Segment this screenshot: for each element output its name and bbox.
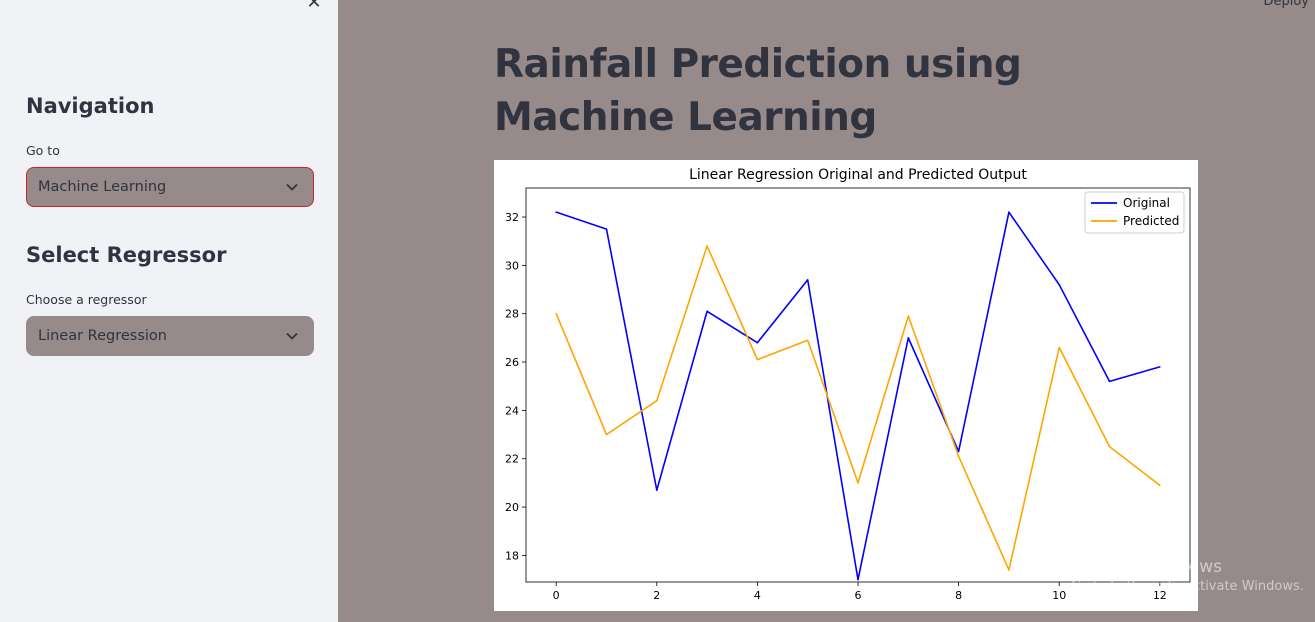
watermark-line1: Activate Windows <box>1071 557 1222 577</box>
watermark-line2: Go to Settings to activate Windows. <box>1071 579 1304 594</box>
chart-title: Linear Regression Original and Predicted… <box>689 167 1027 183</box>
data-point-original <box>957 450 960 453</box>
data-point-original <box>1108 380 1111 383</box>
sidebar: ✕ Navigation Go to Machine Learning Sele… <box>0 0 338 622</box>
data-point-predicted <box>857 482 859 484</box>
x-tick-label: 10 <box>1052 589 1066 602</box>
data-point-predicted <box>756 358 759 361</box>
navigation-heading: Navigation <box>26 94 155 118</box>
data-point-predicted <box>1159 484 1161 487</box>
data-point-original <box>1058 283 1061 286</box>
page-title: Rainfall Prediction using Machine Learni… <box>494 42 1022 140</box>
data-point-original <box>806 279 809 281</box>
goto-label: Go to <box>26 143 60 158</box>
data-point-predicted <box>957 455 960 458</box>
data-point-original <box>1008 211 1010 213</box>
main-content: Deploy Rainfall Prediction using Machine… <box>338 0 1315 622</box>
regressor-select-value: Linear Regression <box>38 328 167 344</box>
data-point-predicted <box>1108 445 1111 448</box>
goto-select-value: Machine Learning <box>38 179 167 195</box>
data-point-predicted <box>806 339 809 342</box>
y-tick-label: 30 <box>505 259 519 272</box>
data-point-original <box>655 489 658 491</box>
goto-select[interactable]: Machine Learning <box>26 167 314 207</box>
x-tick-label: 0 <box>553 589 560 602</box>
data-point-predicted <box>655 399 658 402</box>
data-point-original <box>555 211 557 213</box>
chevron-down-icon <box>286 332 298 340</box>
data-point-predicted <box>605 433 608 436</box>
y-tick-label: 28 <box>505 308 519 321</box>
line-chart: Linear Regression Original and Predicted… <box>505 167 1191 602</box>
data-point-original <box>706 310 708 313</box>
data-point-predicted <box>555 312 557 315</box>
y-tick-label: 22 <box>505 453 519 466</box>
series-line-predicted <box>555 245 1161 571</box>
x-tick-label: 6 <box>855 589 862 602</box>
data-point-predicted <box>706 245 708 247</box>
y-tick-label: 20 <box>505 501 519 514</box>
x-tick-label: 12 <box>1153 589 1167 602</box>
data-point-predicted <box>1058 346 1061 349</box>
y-tick-label: 26 <box>505 356 519 369</box>
y-tick-label: 32 <box>505 211 519 224</box>
legend-label-predicted: Predicted <box>1123 214 1179 228</box>
data-point-original <box>857 578 859 581</box>
deploy-button[interactable]: Deploy <box>1263 0 1309 9</box>
data-point-original <box>756 341 759 344</box>
data-point-predicted <box>1008 569 1010 571</box>
series-line-original <box>555 211 1161 581</box>
select-regressor-heading: Select Regressor <box>26 243 227 267</box>
plot-frame <box>525 187 1191 583</box>
data-point-predicted <box>907 315 910 317</box>
x-tick-label: 8 <box>955 589 962 602</box>
x-tick-label: 4 <box>754 589 761 602</box>
legend-label-original: Original <box>1123 196 1170 210</box>
data-point-original <box>1159 366 1161 368</box>
close-sidebar-icon[interactable]: ✕ <box>306 0 322 13</box>
activation-watermark: Activate Windows Go to Settings to activ… <box>1071 557 1304 594</box>
y-tick-label: 18 <box>505 549 519 562</box>
chevron-down-icon <box>286 183 298 191</box>
chart-image: Linear Regression Original and Predicted… <box>494 160 1198 611</box>
data-point-original <box>605 228 608 230</box>
regressor-select[interactable]: Linear Regression <box>26 316 314 356</box>
x-tick-label: 2 <box>653 589 660 602</box>
regressor-label: Choose a regressor <box>26 292 147 307</box>
data-point-original <box>907 337 910 339</box>
y-tick-label: 24 <box>505 404 519 417</box>
